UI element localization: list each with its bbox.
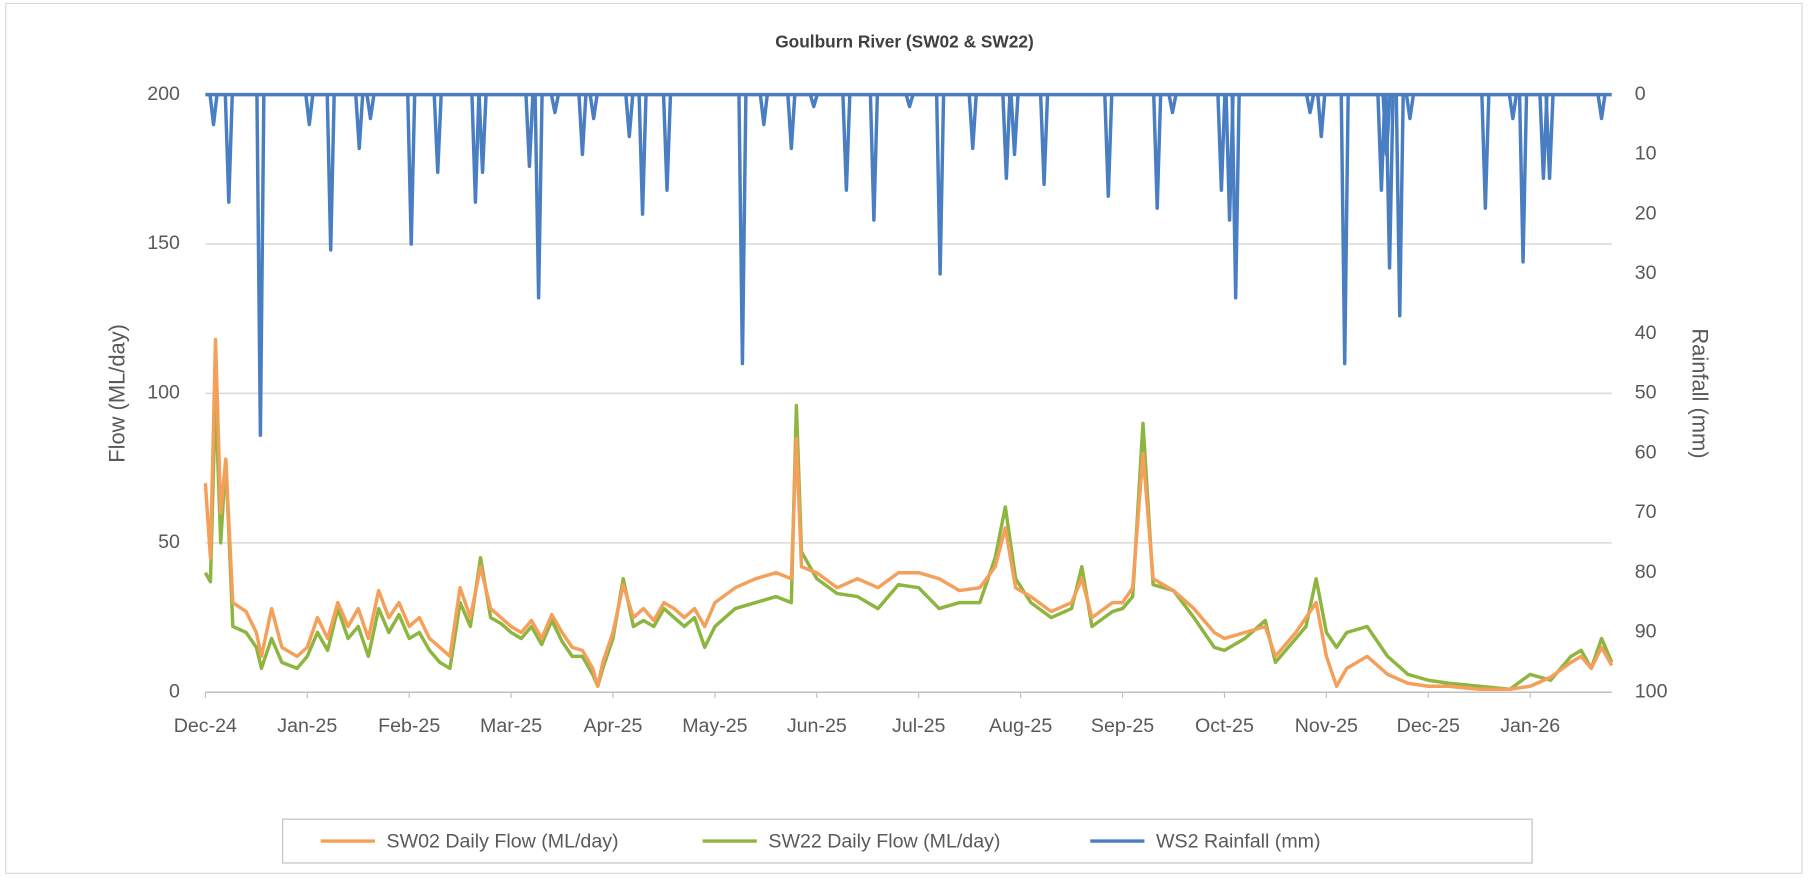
- rain-spike: [737, 94, 748, 366]
- chart-title: Goulburn River (SW02 & SW22): [775, 31, 1034, 51]
- rain-spike: [470, 94, 481, 204]
- rain-spike: [255, 94, 266, 437]
- rain-spike: [1339, 94, 1350, 366]
- legend-label: SW22 Daily Flow (ML/day): [768, 830, 1000, 852]
- rain-spike: [365, 94, 376, 121]
- rain-spike: [325, 94, 336, 252]
- rain-spike: [354, 94, 365, 151]
- y2-tick-label: 90: [1635, 621, 1657, 643]
- rain-spike: [1316, 94, 1327, 139]
- rain-spike: [533, 94, 544, 300]
- rain-spike: [1038, 94, 1050, 186]
- y2-tick-label: 10: [1635, 143, 1657, 165]
- rain-spike: [1394, 94, 1405, 318]
- rain-spike: [1009, 94, 1020, 157]
- rain-spike: [624, 94, 635, 139]
- rain-spike: [786, 94, 797, 151]
- y2-tick-label: 40: [1635, 322, 1657, 344]
- x-tick-label: Oct-25: [1195, 715, 1254, 737]
- rain-spike: [661, 94, 673, 192]
- y-tick-label: 100: [147, 382, 180, 404]
- legend-box: [282, 818, 1533, 864]
- x-tick-label: Feb-25: [378, 715, 440, 737]
- rain-spike: [524, 94, 535, 169]
- x-tick-label: Aug-25: [989, 715, 1052, 737]
- rain-spike: [208, 94, 219, 127]
- rain-spike: [406, 94, 417, 246]
- y2-tick-label: 30: [1635, 262, 1657, 284]
- rain-spike: [1167, 94, 1178, 115]
- rain-spike: [1596, 94, 1607, 121]
- y-tick-label: 200: [147, 83, 180, 105]
- rain-spike: [1544, 94, 1555, 181]
- x-tick-label: Jan-25: [277, 715, 337, 737]
- rain-spike: [477, 94, 488, 175]
- legend-label: SW02 Daily Flow (ML/day): [386, 830, 618, 852]
- y2-tick-label: 100: [1635, 680, 1668, 702]
- rain-spike: [934, 94, 946, 276]
- y2-tick-label: 0: [1635, 83, 1646, 105]
- rain-spike: [637, 94, 648, 216]
- rain-spike: [841, 94, 852, 192]
- y-tick-label: 50: [158, 531, 180, 553]
- rain-spike: [1216, 94, 1227, 192]
- rain-spike: [904, 94, 915, 109]
- chart-border: [5, 2, 1803, 874]
- rain-spike: [1103, 94, 1114, 198]
- rain-spike: [1304, 94, 1316, 115]
- y-axis-label: Flow (ML/day): [105, 324, 130, 463]
- y2-axis-label: Rainfall (mm): [1687, 328, 1712, 458]
- rain-spike: [432, 94, 443, 175]
- rain-spike: [577, 94, 588, 157]
- rain-spike: [1384, 94, 1395, 270]
- y2-tick-label: 60: [1635, 441, 1657, 463]
- flow-line: [203, 391, 1614, 691]
- x-tick-label: Apr-25: [584, 715, 643, 737]
- legend-label: WS2 Rainfall (mm): [1156, 830, 1321, 852]
- rain-spike: [588, 94, 599, 121]
- x-tick-label: Mar-25: [480, 715, 542, 737]
- rain-spike: [1480, 94, 1491, 210]
- x-tick-label: Sep-25: [1091, 715, 1154, 737]
- y-tick-label: 0: [169, 680, 180, 702]
- rain-spike: [758, 94, 770, 127]
- rain-spike: [1152, 94, 1163, 210]
- x-tick-label: Dec-25: [1397, 715, 1460, 737]
- x-tick-label: Dec-24: [174, 715, 237, 737]
- rain-spike: [1517, 94, 1529, 264]
- y2-tick-label: 50: [1635, 382, 1657, 404]
- y2-tick-label: 20: [1635, 202, 1657, 224]
- x-tick-label: Nov-25: [1295, 715, 1358, 737]
- rain-spike: [1230, 94, 1241, 300]
- rain-spike: [967, 94, 978, 151]
- rain-spike: [1507, 94, 1519, 121]
- x-tick-label: May-25: [682, 715, 747, 737]
- rain-spike: [223, 94, 234, 204]
- x-tick-label: Jun-25: [787, 715, 847, 737]
- rain-spike: [808, 94, 819, 109]
- rain-spike: [304, 94, 315, 127]
- rain-spike: [1404, 94, 1416, 121]
- y2-tick-label: 80: [1635, 561, 1657, 583]
- rain-spike: [549, 94, 561, 115]
- rain-spike: [868, 94, 880, 222]
- x-tick-label: Jul-25: [892, 715, 946, 737]
- flow-line: [203, 337, 1614, 691]
- rain-spike: [1001, 94, 1012, 181]
- y-tick-label: 150: [147, 232, 180, 254]
- x-tick-label: Jan-26: [1500, 715, 1560, 737]
- y2-tick-label: 70: [1635, 501, 1657, 523]
